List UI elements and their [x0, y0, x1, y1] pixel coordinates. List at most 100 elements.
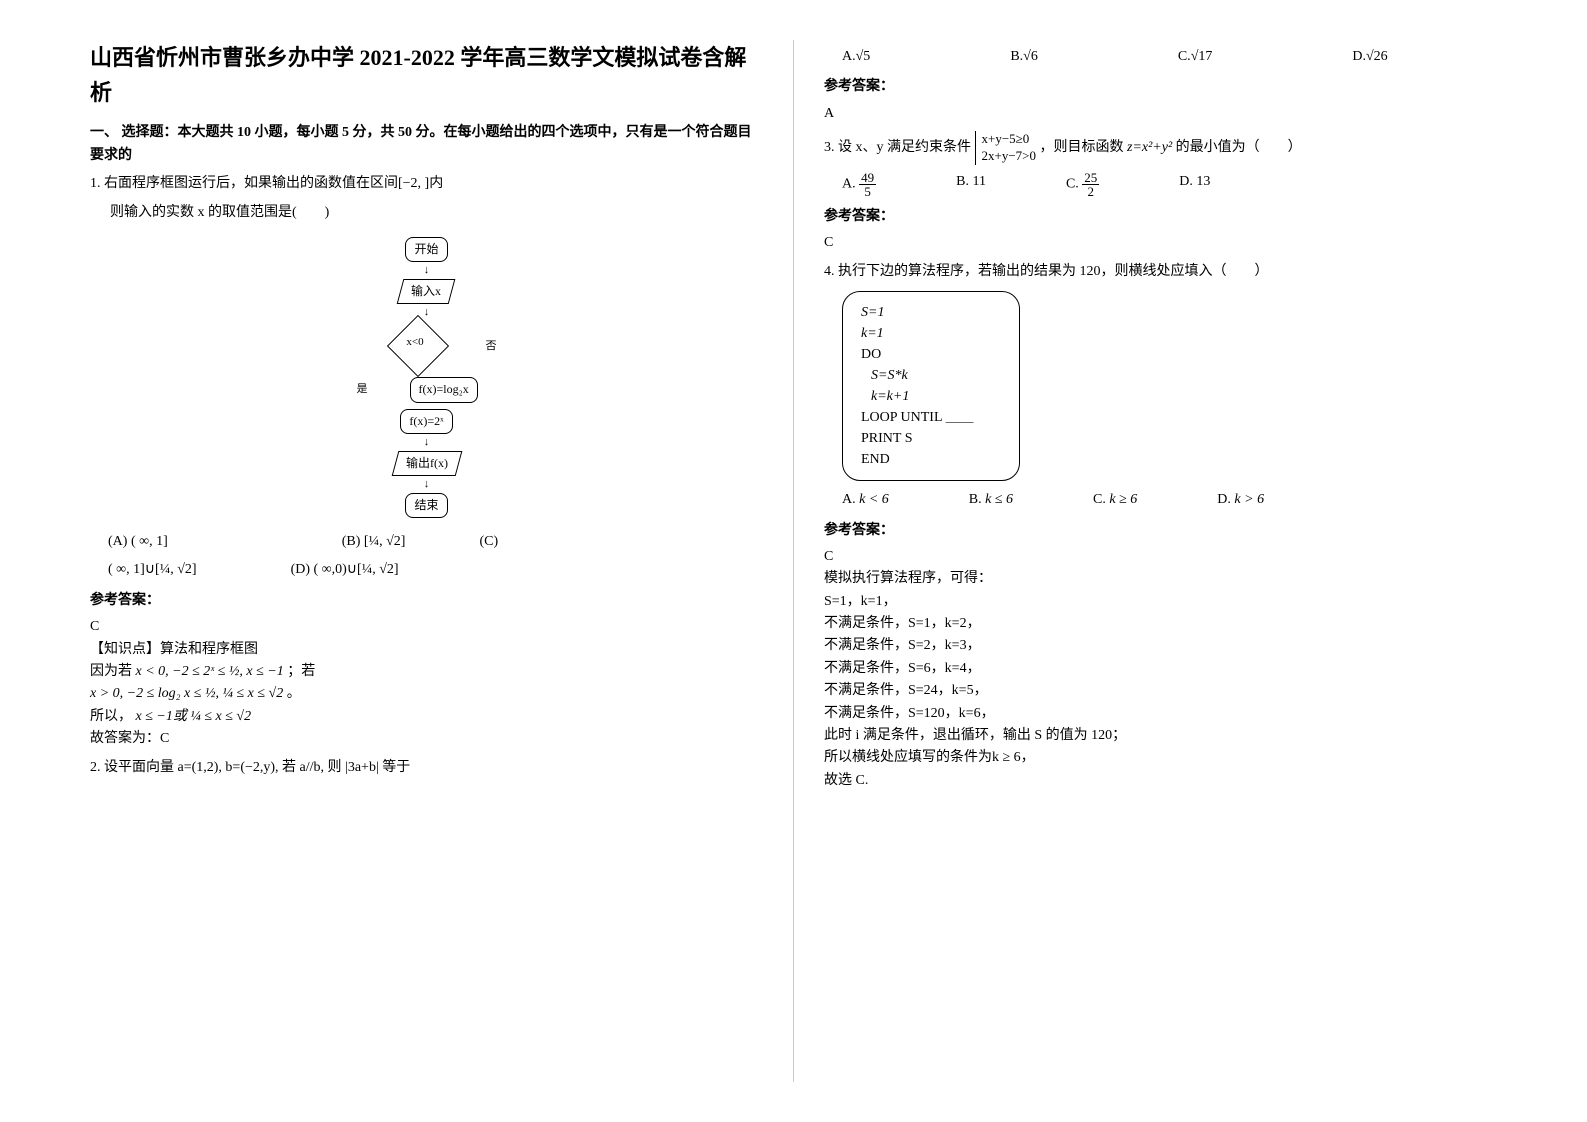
code-line: PRINT S	[861, 428, 1001, 449]
q4-e6: 不满足条件，S=120，k=6，	[824, 703, 1497, 725]
q4-ans-head: 参考答案：	[824, 520, 1497, 542]
q4-opt-c: C. k ≥ 6	[1093, 489, 1137, 511]
q4-e0: 模拟执行算法程序，可得：	[824, 568, 1497, 590]
q1-expl4: 故答案为：C	[90, 728, 763, 750]
q1-ans-head: 参考答案：	[90, 590, 763, 612]
text: 因为若	[90, 664, 132, 679]
opt-tag: (A)	[108, 534, 127, 549]
fraction: 252	[1082, 171, 1099, 198]
fc-fx2: f(x)=log₂x	[410, 377, 478, 402]
q4-e9: 故选 C.	[824, 770, 1497, 792]
opt-tag: C.	[1066, 177, 1079, 192]
q2-ans: A	[824, 103, 1497, 125]
q4-opt-d: D. k > 6	[1217, 489, 1264, 511]
q2-text: 2. 设平面向量 a=(1,2), b=(−2,y), 若 a//b, 则 |3…	[90, 757, 763, 779]
q2-opt-c: C.√17	[1178, 46, 1213, 68]
text: 的最小值为（ ）	[1176, 140, 1302, 155]
q3-opt-a: A. 495	[842, 171, 876, 198]
opt-text: k < 6	[859, 492, 889, 507]
q1-opt-c-tag: (C)	[479, 531, 498, 553]
arrow-icon: ↓	[357, 479, 497, 490]
fc-yes: 是	[357, 381, 368, 399]
fc-start: 开始	[405, 237, 447, 262]
arrow-icon: ↓	[357, 307, 497, 318]
q4-e8: 所以横线处应填写的条件为k ≥ 6，	[824, 747, 1497, 769]
num: 49	[859, 171, 876, 185]
math: x < 0, −2 ≤ 2ˣ ≤ ½, x ≤ −1	[136, 664, 284, 679]
text: ；若	[287, 664, 315, 679]
q2-opt-d: D.√26	[1352, 46, 1387, 68]
cases-icon: x+y−5≥0 2x+y−7>0	[975, 131, 1037, 165]
opt-tag: (D)	[291, 562, 310, 577]
q3-opt-d: D. 13	[1179, 171, 1210, 198]
fraction: 495	[859, 171, 876, 198]
code-line: DO	[861, 344, 1001, 365]
opt-text: √6	[1023, 49, 1038, 64]
opt-tag: (B)	[342, 534, 361, 549]
q4-e3: 不满足条件，S=2，k=3，	[824, 635, 1497, 657]
program-box: S=1 k=1 DO S=S*k k=k+1 LOOP UNTIL ＿＿ PRI…	[842, 291, 1020, 481]
q4-ans: C	[824, 546, 1497, 568]
q1-ans: C	[90, 616, 763, 638]
fc-end: 结束	[405, 493, 447, 518]
right-column: A.√5 B.√6 C.√17 D.√26 参考答案： A 3. 设 x、y 满…	[794, 40, 1527, 1082]
den: 2	[1082, 185, 1099, 198]
q4-e1: S=1，k=1，	[824, 591, 1497, 613]
opt-text: k ≥ 6	[1109, 492, 1137, 507]
fc-out-text: 输出f(x)	[406, 454, 448, 473]
q1-opt-b: (B) [¼, √2]	[342, 531, 406, 553]
q1-opt-d: (D) ( ∞,0)∪[¼, √2]	[291, 559, 399, 581]
opt-text: k ≤ 6	[985, 492, 1013, 507]
den: 5	[859, 185, 876, 198]
arrow-icon: ↓	[357, 437, 497, 448]
fc-fx1: f(x)=2ˣ	[400, 409, 452, 434]
text: 所以，	[90, 709, 132, 724]
code-line: k=1	[861, 323, 1001, 344]
opt-text: ( ∞, 1]	[131, 534, 168, 549]
code-line: S=S*k	[861, 365, 1001, 386]
text: 。	[287, 686, 301, 701]
paper-title: 山西省忻州市曹张乡办中学 2021-2022 学年高三数学文模拟试卷含解析	[90, 40, 763, 110]
math: z=x²+y²	[1127, 140, 1172, 155]
opt-tag: A.	[842, 49, 856, 64]
q3-ans-head: 参考答案：	[824, 206, 1497, 228]
q1-note: 【知识点】算法和程序框图	[90, 639, 763, 661]
q1-expl2: x > 0, −2 ≤ log₂ x ≤ ½, ¼ ≤ x ≤ √2 。	[90, 683, 763, 705]
math: x ≤ −1或 ¼ ≤ x ≤ √2	[136, 709, 252, 724]
q1-options: (A) ( ∞, 1] (B) [¼, √2] (C)	[108, 531, 763, 553]
opt-tag: B.	[969, 492, 982, 507]
q1-sub: 则输入的实数 x 的取值范围是( )	[110, 202, 763, 224]
q3-opt-b: B. 11	[956, 171, 986, 198]
num: 25	[1082, 171, 1099, 185]
q2-ans-head: 参考答案：	[824, 76, 1497, 98]
q1-expl3: 所以， x ≤ −1或 ¼ ≤ x ≤ √2	[90, 706, 763, 728]
q1-expl1: 因为若 x < 0, −2 ≤ 2ˣ ≤ ½, x ≤ −1 ；若	[90, 661, 763, 683]
q4-options: A. k < 6 B. k ≤ 6 C. k ≥ 6 D. k > 6	[842, 489, 1497, 511]
q4-opt-a: A. k < 6	[842, 489, 889, 511]
fc-input-text: 输入x	[411, 282, 441, 301]
code-line: END	[861, 449, 1001, 470]
text: ，则目标函数	[1040, 140, 1124, 155]
opt-tag: C.	[1178, 49, 1191, 64]
q3-opt-c: C. 252	[1066, 171, 1099, 198]
case-line: x+y−5≥0	[982, 131, 1037, 148]
q3-options: A. 495 B. 11 C. 252 D. 13	[842, 171, 1497, 198]
code-line: k=k+1	[861, 386, 1001, 407]
q2-opt-b: B.√6	[1010, 46, 1038, 68]
code-line: LOOP UNTIL ＿＿	[861, 407, 1001, 428]
opt-text: √26	[1366, 49, 1388, 64]
opt-tag: B.	[1010, 49, 1023, 64]
case-line: 2x+y−7>0	[982, 148, 1037, 165]
q4-e5: 不满足条件，S=24，k=5，	[824, 680, 1497, 702]
arrow-icon: ↓	[357, 265, 497, 276]
q4-text: 4. 执行下边的算法程序，若输出的结果为 120，则横线处应填入（ ）	[824, 261, 1497, 283]
math: x > 0, −2 ≤ log₂ x ≤ ½, ¼ ≤ x ≤ √2	[90, 686, 283, 701]
opt-tag: A.	[842, 177, 856, 192]
opt-tag: D.	[1217, 492, 1231, 507]
q1-opt-c: ( ∞, 1]∪[¼, √2]	[108, 559, 197, 581]
opt-text: k > 6	[1234, 492, 1264, 507]
q4-opt-b: B. k ≤ 6	[969, 489, 1013, 511]
opt-text: √17	[1191, 49, 1213, 64]
q3-text: 3. 设 x、y 满足约束条件 x+y−5≥0 2x+y−7>0 ，则目标函数 …	[824, 131, 1497, 165]
opt-tag: C.	[1093, 492, 1106, 507]
